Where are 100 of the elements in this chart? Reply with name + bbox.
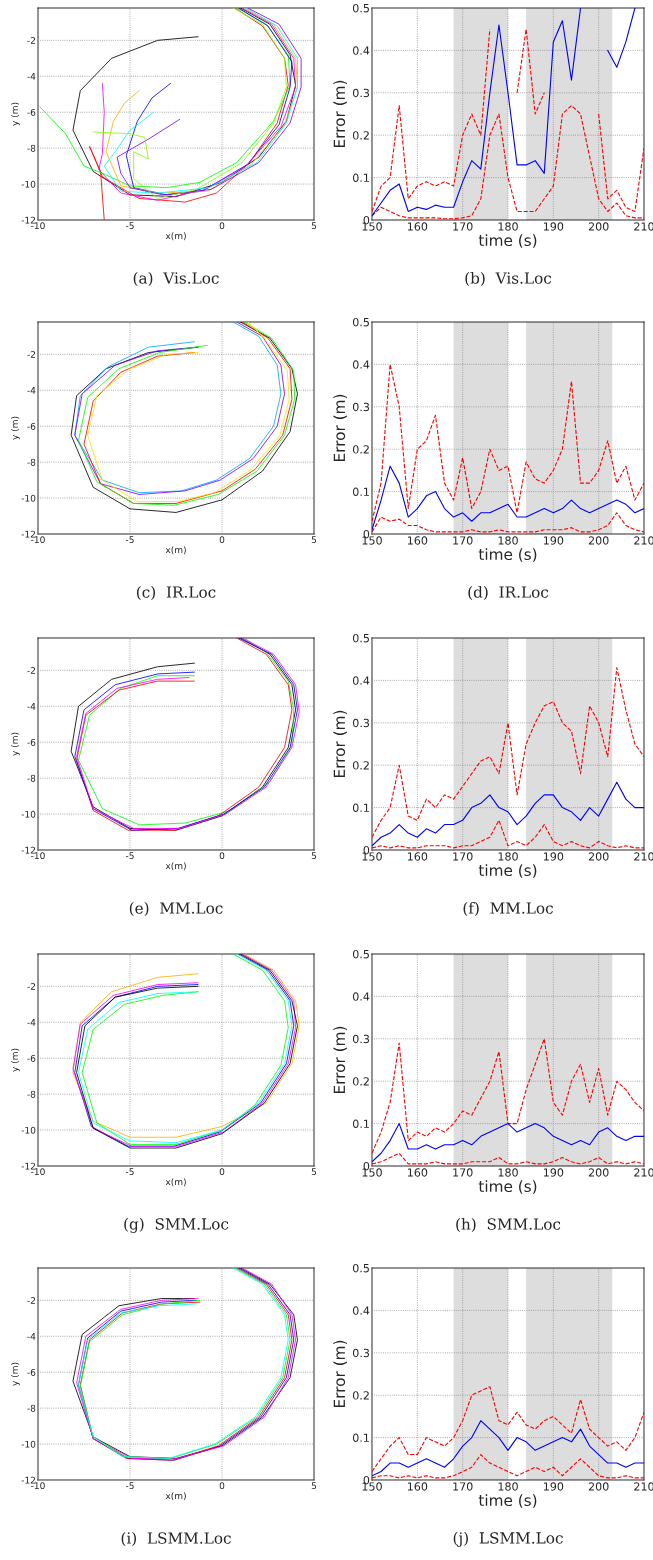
x-tick-label: 170 bbox=[453, 222, 473, 231]
y-tick-label: -10 bbox=[21, 180, 36, 188]
y-tick-label: 0.4 bbox=[352, 360, 370, 369]
text: (d) IR.Loc bbox=[468, 585, 549, 600]
x-tick-label: 180 bbox=[498, 1168, 518, 1177]
text: (e) MM.Loc bbox=[129, 901, 223, 916]
x-tick-label: 5 bbox=[311, 852, 317, 860]
y-tick-label: -10 bbox=[21, 494, 36, 502]
y-axis-title: Error (m) bbox=[333, 80, 347, 147]
text: (a) Vis.Loc bbox=[133, 271, 219, 286]
y-tick-label: -2 bbox=[27, 983, 36, 990]
line-series bbox=[372, 667, 644, 838]
y-tick-label: -10 bbox=[21, 810, 36, 818]
y-tick-label: -2 bbox=[27, 37, 36, 44]
y-tick-label: 0.1 bbox=[352, 1119, 369, 1128]
x-tick-label: 5 bbox=[311, 536, 317, 544]
y-axis-title: y (m) bbox=[11, 1362, 20, 1386]
x-tick-label: 160 bbox=[407, 1168, 428, 1177]
text: (g) SMM.Loc bbox=[124, 1217, 229, 1233]
y-tick-label: -4 bbox=[27, 1019, 36, 1026]
x-tick-label: 210 bbox=[634, 222, 653, 231]
x-tick-label: 180 bbox=[498, 1482, 518, 1491]
x-tick-label: 190 bbox=[543, 222, 564, 231]
y-tick-label: 0.1 bbox=[352, 487, 369, 496]
y-axis-title: Error (m) bbox=[333, 710, 347, 777]
y-tick-label: 0.3 bbox=[352, 1348, 370, 1358]
text: (j) LSMM.Loc bbox=[453, 1531, 563, 1547]
y-tick-label: -12 bbox=[21, 1476, 36, 1484]
x-axis-title: x(m) bbox=[165, 1178, 186, 1187]
y-tick-label: 0.5 bbox=[352, 317, 369, 327]
y-axis-title: y (m) bbox=[11, 1048, 20, 1072]
y-tick-label: 0.1 bbox=[352, 1433, 369, 1442]
y-tick-label: -8 bbox=[27, 458, 36, 466]
x-tick-label: 180 bbox=[498, 852, 518, 861]
x-tick-label: 0 bbox=[219, 222, 225, 230]
text: (i) LSMM.Loc bbox=[121, 1531, 231, 1546]
y-tick-label: -2 bbox=[27, 351, 36, 358]
line-series bbox=[372, 363, 644, 522]
y-tick-label: -6 bbox=[27, 108, 36, 116]
y-tick-label: -12 bbox=[21, 846, 36, 854]
x-tick-label: -5 bbox=[125, 222, 134, 230]
y-tick-label: -6 bbox=[27, 422, 36, 430]
y-tick-label: 0.2 bbox=[352, 131, 369, 140]
y-tick-label: -2 bbox=[27, 1297, 36, 1304]
y-tick-label: -4 bbox=[27, 387, 36, 394]
y-tick-label: 0.1 bbox=[352, 173, 369, 182]
y-tick-label: 0.3 bbox=[352, 1034, 370, 1044]
y-tick-label: -6 bbox=[27, 738, 36, 746]
y-tick-label: -6 bbox=[27, 1368, 36, 1376]
x-tick-label: 0 bbox=[219, 536, 225, 544]
text: (c) IR.Loc bbox=[136, 585, 216, 600]
y-axis-title: y (m) bbox=[11, 102, 20, 126]
x-tick-label: 170 bbox=[453, 536, 473, 545]
x-axis-title: time (s) bbox=[478, 234, 537, 248]
y-tick-label: 0.4 bbox=[352, 46, 370, 55]
y-tick-label: 0.5 bbox=[352, 949, 369, 959]
x-tick-label: 200 bbox=[588, 852, 609, 861]
x-tick-label: 210 bbox=[634, 852, 653, 861]
x-tick-label: 160 bbox=[407, 536, 428, 545]
y-tick-label: 0.2 bbox=[352, 761, 369, 770]
x-tick-label: 160 bbox=[407, 222, 428, 231]
y-axis-title: Error (m) bbox=[333, 394, 347, 461]
y-axis-title: y (m) bbox=[11, 416, 20, 440]
x-tick-label: -5 bbox=[125, 852, 134, 860]
y-tick-label: -10 bbox=[21, 1126, 36, 1134]
x-tick-label: 190 bbox=[543, 1482, 564, 1491]
x-tick-label: 180 bbox=[498, 222, 518, 231]
y-tick-label: -8 bbox=[27, 1404, 36, 1412]
y-tick-label: 0.5 bbox=[352, 3, 369, 13]
x-tick-label: 210 bbox=[634, 1482, 653, 1491]
x-tick-label: 5 bbox=[311, 1482, 317, 1490]
x-axis-title: x(m) bbox=[165, 1492, 186, 1501]
x-tick-label: 190 bbox=[543, 852, 564, 861]
x-tick-label: 200 bbox=[588, 222, 609, 231]
text: (h) SMM.Loc bbox=[456, 1217, 561, 1232]
x-axis-title: time (s) bbox=[478, 1494, 537, 1508]
text: (b) Vis.Loc bbox=[465, 271, 552, 286]
x-tick-label: 5 bbox=[311, 1168, 317, 1176]
y-tick-label: 0.4 bbox=[352, 1306, 370, 1315]
line-series bbox=[372, 1386, 644, 1473]
y-axis-title: y (m) bbox=[11, 732, 20, 756]
y-tick-label: -4 bbox=[27, 73, 36, 80]
x-axis-title: time (s) bbox=[478, 548, 537, 562]
line-series bbox=[372, 465, 644, 531]
y-tick-label: 0.2 bbox=[352, 1077, 369, 1086]
x-tick-label: -5 bbox=[125, 1482, 134, 1490]
y-tick-label: -6 bbox=[27, 1054, 36, 1062]
x-axis-title: time (s) bbox=[478, 1180, 537, 1194]
text: (f) MM.Loc bbox=[463, 901, 553, 916]
x-axis-title: x(m) bbox=[165, 862, 186, 871]
x-axis-title: time (s) bbox=[478, 864, 537, 878]
x-axis-title: x(m) bbox=[165, 546, 186, 555]
line-series bbox=[372, 781, 644, 847]
line-series bbox=[372, 1123, 644, 1163]
x-tick-label: 0 bbox=[219, 1168, 225, 1176]
x-tick-label: 200 bbox=[588, 536, 609, 545]
y-axis-title: Error (m) bbox=[333, 1026, 347, 1093]
x-tick-label: 210 bbox=[634, 536, 653, 545]
x-tick-label: 160 bbox=[407, 852, 428, 861]
y-tick-label: 0.2 bbox=[352, 445, 369, 454]
